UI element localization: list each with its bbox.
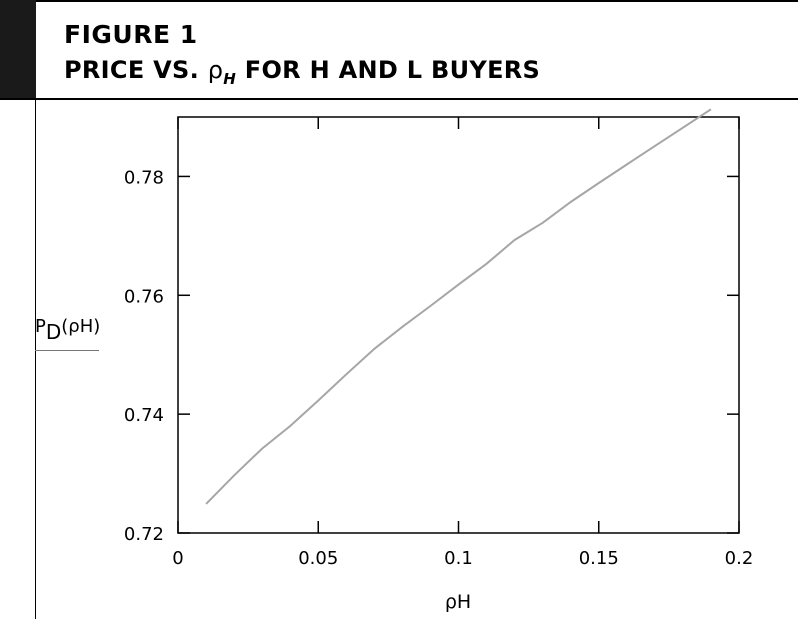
y-axis-label-arg: (ρH) — [61, 316, 101, 337]
figure-label: FIGURE 1 — [64, 20, 198, 49]
y-tick-labels: 0.72 0.74 0.76 0.78 — [124, 167, 164, 545]
figure-top-rule — [0, 0, 798, 2]
figure-header-bar — [0, 0, 36, 98]
axis-ticks — [177, 117, 740, 534]
y-tick-label: 0.74 — [124, 405, 164, 426]
figure-left-rule — [35, 98, 36, 619]
figure-header-rule — [0, 98, 798, 100]
figure-title: PRICE VS. ρH FOR H AND L BUYERS — [64, 58, 540, 87]
x-tick-label: 0.15 — [579, 548, 619, 569]
y-axis-label-sub: D — [45, 320, 62, 344]
figure-title-rho: ρ — [207, 56, 224, 84]
x-tick-label: 0.2 — [725, 548, 754, 569]
plot-area-frame — [177, 116, 740, 534]
y-axis-label-underline — [35, 350, 99, 351]
y-axis-label: PD(ρH) — [35, 316, 100, 344]
figure-title-suffix: FOR H AND L BUYERS — [244, 56, 541, 84]
y-axis-label-main: P — [35, 316, 46, 337]
figure-title-prefix: PRICE VS. — [64, 56, 200, 84]
figure-title-subscript: H — [223, 70, 237, 88]
x-tick-label: 0 — [172, 548, 183, 569]
y-tick-label: 0.76 — [124, 286, 164, 307]
y-tick-label: 0.78 — [124, 167, 164, 188]
x-tick-label: 0.05 — [298, 548, 338, 569]
x-axis-label: ρH — [445, 591, 471, 613]
series-line — [205, 108, 712, 505]
x-tick-label: 0.1 — [444, 548, 473, 569]
x-tick-labels: 0 0.05 0.1 0.15 0.2 — [172, 548, 753, 569]
y-tick-label: 0.72 — [124, 524, 164, 545]
